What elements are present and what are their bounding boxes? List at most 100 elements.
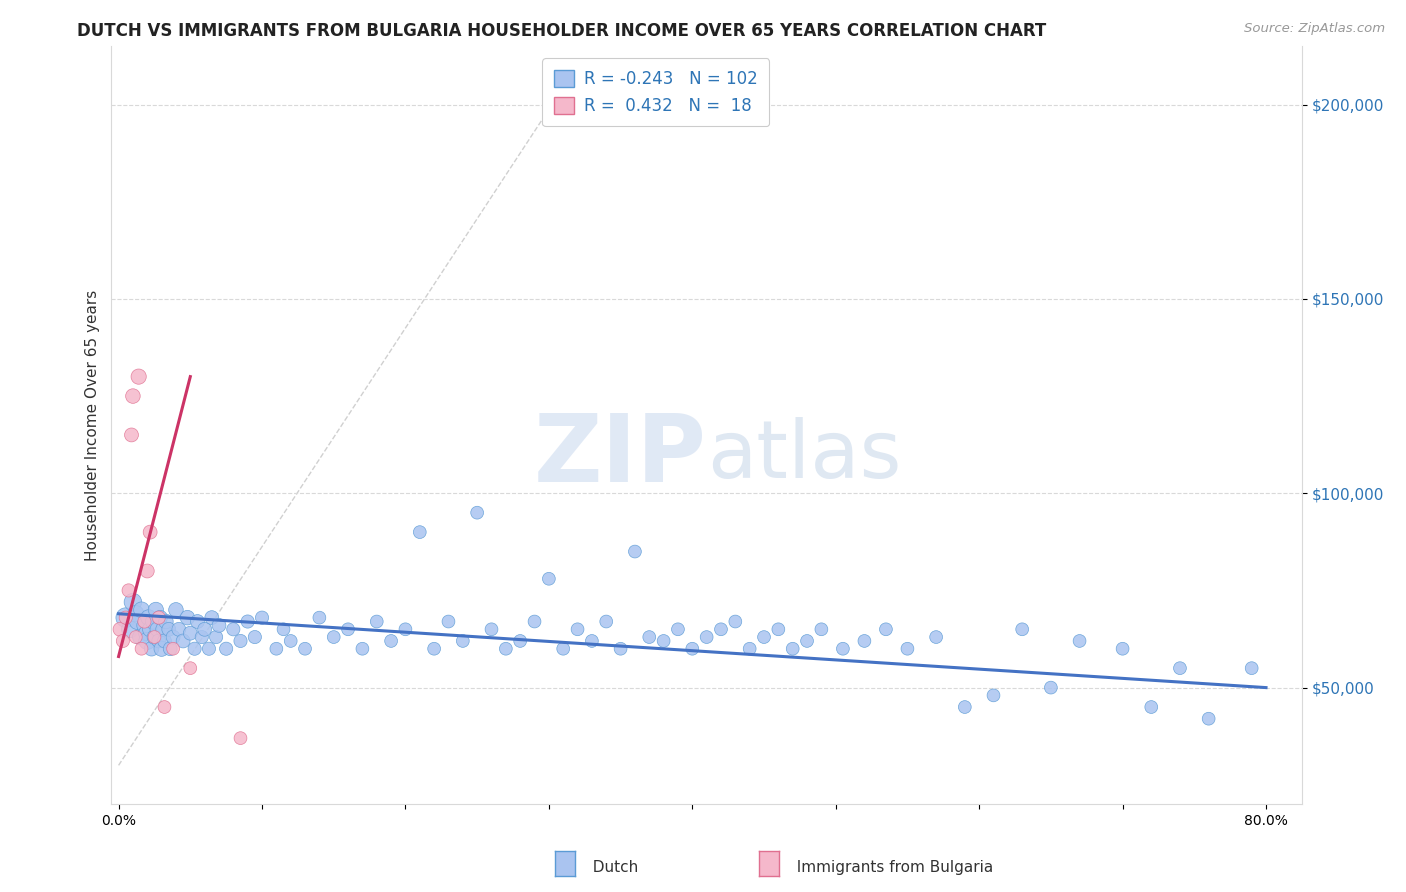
Point [159, 641, 181, 656]
Point [114, 610, 136, 624]
Point [1240, 661, 1263, 675]
Point [423, 641, 446, 656]
Point [186, 615, 208, 629]
Point [145, 603, 167, 617]
Point [146, 622, 169, 636]
Point [148, 634, 170, 648]
Point [128, 369, 150, 384]
Point [138, 610, 160, 624]
Point [666, 622, 689, 636]
Point [738, 641, 761, 656]
Point [131, 641, 153, 656]
Point [114, 610, 136, 624]
Point [243, 630, 266, 644]
Point [134, 618, 156, 632]
Point [768, 622, 790, 636]
Point [983, 689, 1005, 703]
Point [121, 428, 143, 442]
Point [143, 630, 166, 644]
Point [1140, 700, 1163, 714]
Point [108, 622, 131, 636]
Text: Immigrants from Bulgaria: Immigrants from Bulgaria [787, 860, 994, 874]
Point [183, 641, 205, 656]
Point [1198, 712, 1220, 726]
Point [451, 634, 474, 648]
Point [194, 622, 217, 636]
Point [179, 626, 201, 640]
Point [710, 622, 733, 636]
Point [553, 641, 575, 656]
Point [322, 630, 344, 644]
Point [136, 564, 159, 578]
Text: ZIP: ZIP [534, 409, 707, 501]
Point [179, 661, 201, 675]
Point [162, 630, 184, 644]
Point [273, 622, 295, 636]
Point [155, 615, 177, 629]
Point [120, 622, 142, 636]
Point [280, 634, 302, 648]
Point [229, 634, 252, 648]
Text: atlas: atlas [707, 417, 901, 494]
Text: Source: ZipAtlas.com: Source: ZipAtlas.com [1244, 22, 1385, 36]
Point [198, 641, 221, 656]
Point [796, 634, 818, 648]
Point [136, 634, 159, 648]
Point [380, 634, 402, 648]
Point [1168, 661, 1191, 675]
Point [953, 700, 976, 714]
Point [131, 603, 153, 617]
Point [229, 731, 252, 746]
Point [139, 525, 162, 540]
Point [1011, 622, 1033, 636]
Point [896, 641, 918, 656]
Point [208, 618, 231, 632]
Point [875, 622, 897, 636]
Point [236, 615, 259, 629]
Point [162, 641, 184, 656]
Point [127, 615, 149, 629]
Point [752, 630, 775, 644]
Point [135, 626, 157, 640]
Point [117, 583, 139, 598]
Point [142, 615, 165, 629]
Y-axis label: Householder Income Over 65 years: Householder Income Over 65 years [86, 290, 100, 561]
Point [465, 506, 488, 520]
Point [782, 641, 804, 656]
Point [191, 630, 214, 644]
Point [1039, 681, 1062, 695]
Point [352, 641, 374, 656]
Point [222, 622, 245, 636]
Text: DUTCH VS IMMIGRANTS FROM BULGARIA HOUSEHOLDER INCOME OVER 65 YEARS CORRELATION C: DUTCH VS IMMIGRANTS FROM BULGARIA HOUSEH… [77, 22, 1046, 40]
Point [139, 622, 162, 636]
Point [152, 622, 174, 636]
Point [153, 700, 176, 714]
Point [366, 615, 388, 629]
Point [125, 607, 148, 621]
Point [176, 610, 198, 624]
Point [172, 634, 194, 648]
Point [266, 641, 288, 656]
Point [810, 622, 832, 636]
Point [149, 610, 172, 624]
Point [481, 622, 503, 636]
Point [294, 641, 316, 656]
Point [925, 630, 948, 644]
Point [638, 630, 661, 644]
Point [523, 615, 546, 629]
Point [509, 634, 531, 648]
Point [567, 622, 589, 636]
Point [143, 630, 166, 644]
Legend: R = -0.243   N = 102, R =  0.432   N =  18: R = -0.243 N = 102, R = 0.432 N = 18 [543, 58, 769, 127]
Point [581, 634, 603, 648]
Point [696, 630, 718, 644]
Point [157, 622, 180, 636]
Point [122, 595, 145, 609]
Point [201, 610, 224, 624]
Point [724, 615, 747, 629]
Point [437, 615, 460, 629]
Point [409, 525, 432, 540]
Point [495, 641, 517, 656]
Point [125, 630, 148, 644]
Point [337, 622, 360, 636]
